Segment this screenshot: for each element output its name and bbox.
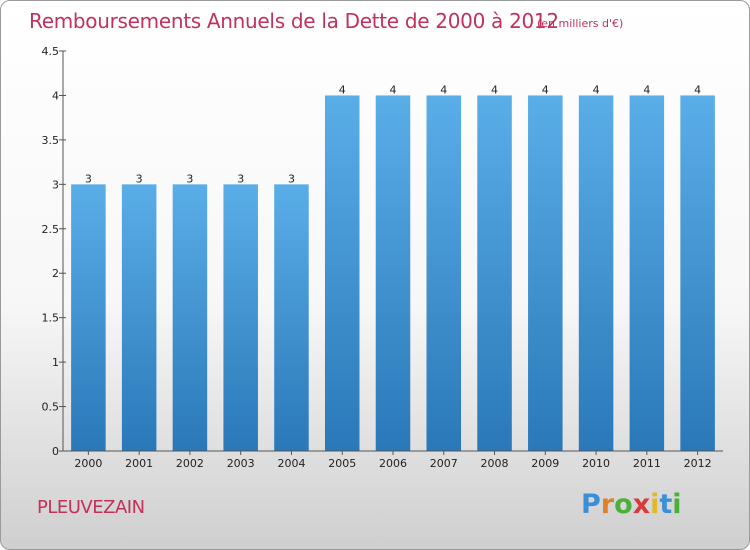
x-tick-label-2008: 2008	[481, 457, 509, 470]
bar-2004	[274, 184, 309, 452]
x-tick-label-2009: 2009	[531, 457, 559, 470]
bar-2001	[121, 184, 157, 452]
y-tick-label-2.5: 2.5	[42, 223, 60, 236]
x-tick-label-2006: 2006	[379, 457, 407, 470]
data-label-2002: 3	[186, 172, 193, 185]
y-tick-label-4.5: 4.5	[42, 45, 60, 58]
logo-letter: t	[659, 489, 673, 520]
x-tick-label-2004: 2004	[277, 457, 305, 470]
bar-2007	[426, 95, 462, 451]
y-tick-label-1.5: 1.5	[42, 312, 60, 325]
logo-letter: r	[600, 489, 615, 520]
x-tick-label-2007: 2007	[430, 457, 458, 470]
y-tick-label-4: 4	[52, 89, 59, 102]
x-tick-label-2005: 2005	[328, 457, 356, 470]
logo-letter: P	[581, 489, 601, 520]
data-label-2005: 4	[339, 83, 346, 96]
data-label-2012: 4	[694, 83, 701, 96]
bar-2000	[71, 184, 106, 452]
data-label-2004: 3	[288, 172, 295, 185]
x-tick-label-2012: 2012	[684, 457, 712, 470]
bar-2009	[528, 95, 563, 451]
bar-2012	[680, 95, 715, 451]
data-label-2011: 4	[643, 83, 650, 96]
bar-2010	[578, 95, 614, 451]
bar-2008	[477, 95, 512, 451]
commune-name: PLEUVEZAIN	[37, 497, 145, 518]
data-label-2008: 4	[491, 83, 498, 96]
bar-2006	[375, 95, 411, 451]
bar-2002	[172, 184, 208, 452]
data-label-2003: 3	[237, 172, 244, 185]
x-tick-label-2010: 2010	[582, 457, 610, 470]
chart-subtitle: (en milliers d'€)	[537, 17, 624, 30]
y-tick-label-2: 2	[52, 267, 59, 280]
data-label-2007: 4	[440, 83, 447, 96]
x-tick-label-2011: 2011	[633, 457, 661, 470]
logo-letter: i	[650, 489, 660, 520]
logo-letter: x	[632, 489, 651, 520]
x-tick-label-2002: 2002	[176, 457, 204, 470]
logo-letter: o	[614, 489, 633, 520]
y-tick-label-0.5: 0.5	[42, 401, 60, 414]
data-label-2010: 4	[593, 83, 600, 96]
bar-2003	[223, 184, 258, 452]
x-tick-label-2001: 2001	[125, 457, 153, 470]
bar-2011	[629, 95, 665, 451]
bar-2005	[324, 95, 360, 451]
y-tick-label-3: 3	[52, 178, 59, 191]
proxiti-logo: Proxiti	[581, 489, 682, 520]
data-label-2000: 3	[85, 172, 92, 185]
x-tick-label-2000: 2000	[74, 457, 102, 470]
logo-letter: i	[672, 489, 682, 520]
y-tick-label-0: 0	[52, 445, 59, 458]
data-label-2009: 4	[542, 83, 549, 96]
chart-title: Remboursements Annuels de la Dette de 20…	[29, 9, 559, 33]
data-label-2001: 3	[136, 172, 143, 185]
data-label-2006: 4	[390, 83, 397, 96]
y-tick-label-1: 1	[52, 356, 59, 369]
y-tick-label-3.5: 3.5	[42, 134, 60, 147]
x-tick-label-2003: 2003	[227, 457, 255, 470]
